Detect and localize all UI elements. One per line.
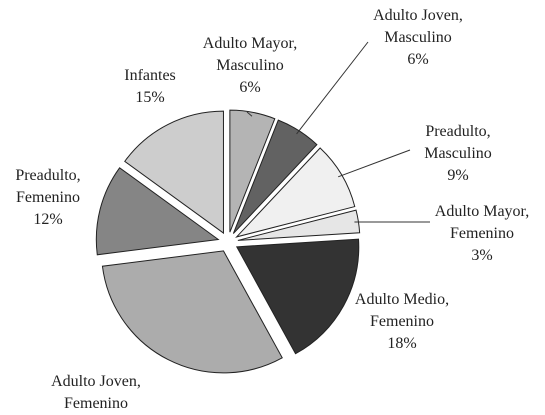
label-line: Masculino	[216, 57, 284, 74]
label-line: Adulto Mayor,	[435, 203, 529, 220]
slice-percent: 12%	[33, 211, 62, 228]
slice-percent: 9%	[447, 167, 468, 184]
slice-label: Adulto Joven, Femenino	[51, 373, 141, 412]
label-line: Adulto Medio,	[355, 291, 449, 308]
label-line: Femenino	[16, 189, 80, 206]
slice-label: Preadulto, Masculino	[424, 123, 492, 162]
slice-percent: 15%	[135, 89, 164, 106]
slice-label: Preadulto, Femenino	[15, 167, 80, 206]
slice-percent: 6%	[407, 51, 428, 68]
slice-label: Infantes	[124, 67, 176, 84]
pie-slice	[95, 167, 220, 256]
slice-label: Adulto Mayor, Masculino	[203, 35, 297, 74]
label-line: Adulto Joven,	[373, 7, 463, 24]
pie-slice	[229, 109, 276, 233]
pie-slice	[237, 209, 361, 241]
slice-label: Adulto Medio, Femenino	[355, 291, 449, 330]
label-line: Preadulto,	[15, 167, 80, 184]
label-line: Infantes	[124, 67, 176, 84]
pie-slice	[235, 147, 356, 238]
slice-percent: 18%	[387, 335, 416, 352]
slice-percent: 3%	[471, 247, 492, 264]
label-line: Femenino	[370, 313, 434, 330]
label-line: Masculino	[424, 145, 492, 162]
slice-label: Adulto Mayor, Femenino	[435, 203, 529, 242]
slice-percent: 6%	[239, 79, 260, 96]
label-line: Femenino	[64, 395, 128, 412]
label-line: Masculino	[384, 29, 452, 46]
pie-slice	[235, 238, 360, 355]
label-line: Adulto Joven,	[51, 373, 141, 390]
leader-line	[296, 41, 369, 135]
pie-slice	[124, 110, 224, 235]
leader-line	[337, 149, 411, 178]
pie-slice	[101, 250, 283, 374]
label-line: Femenino	[450, 225, 514, 242]
slice-label: Adulto Joven, Masculino	[373, 7, 463, 46]
label-line: Adulto Mayor,	[203, 35, 297, 52]
leader-line	[246, 111, 253, 117]
label-line: Preadulto,	[425, 123, 490, 140]
